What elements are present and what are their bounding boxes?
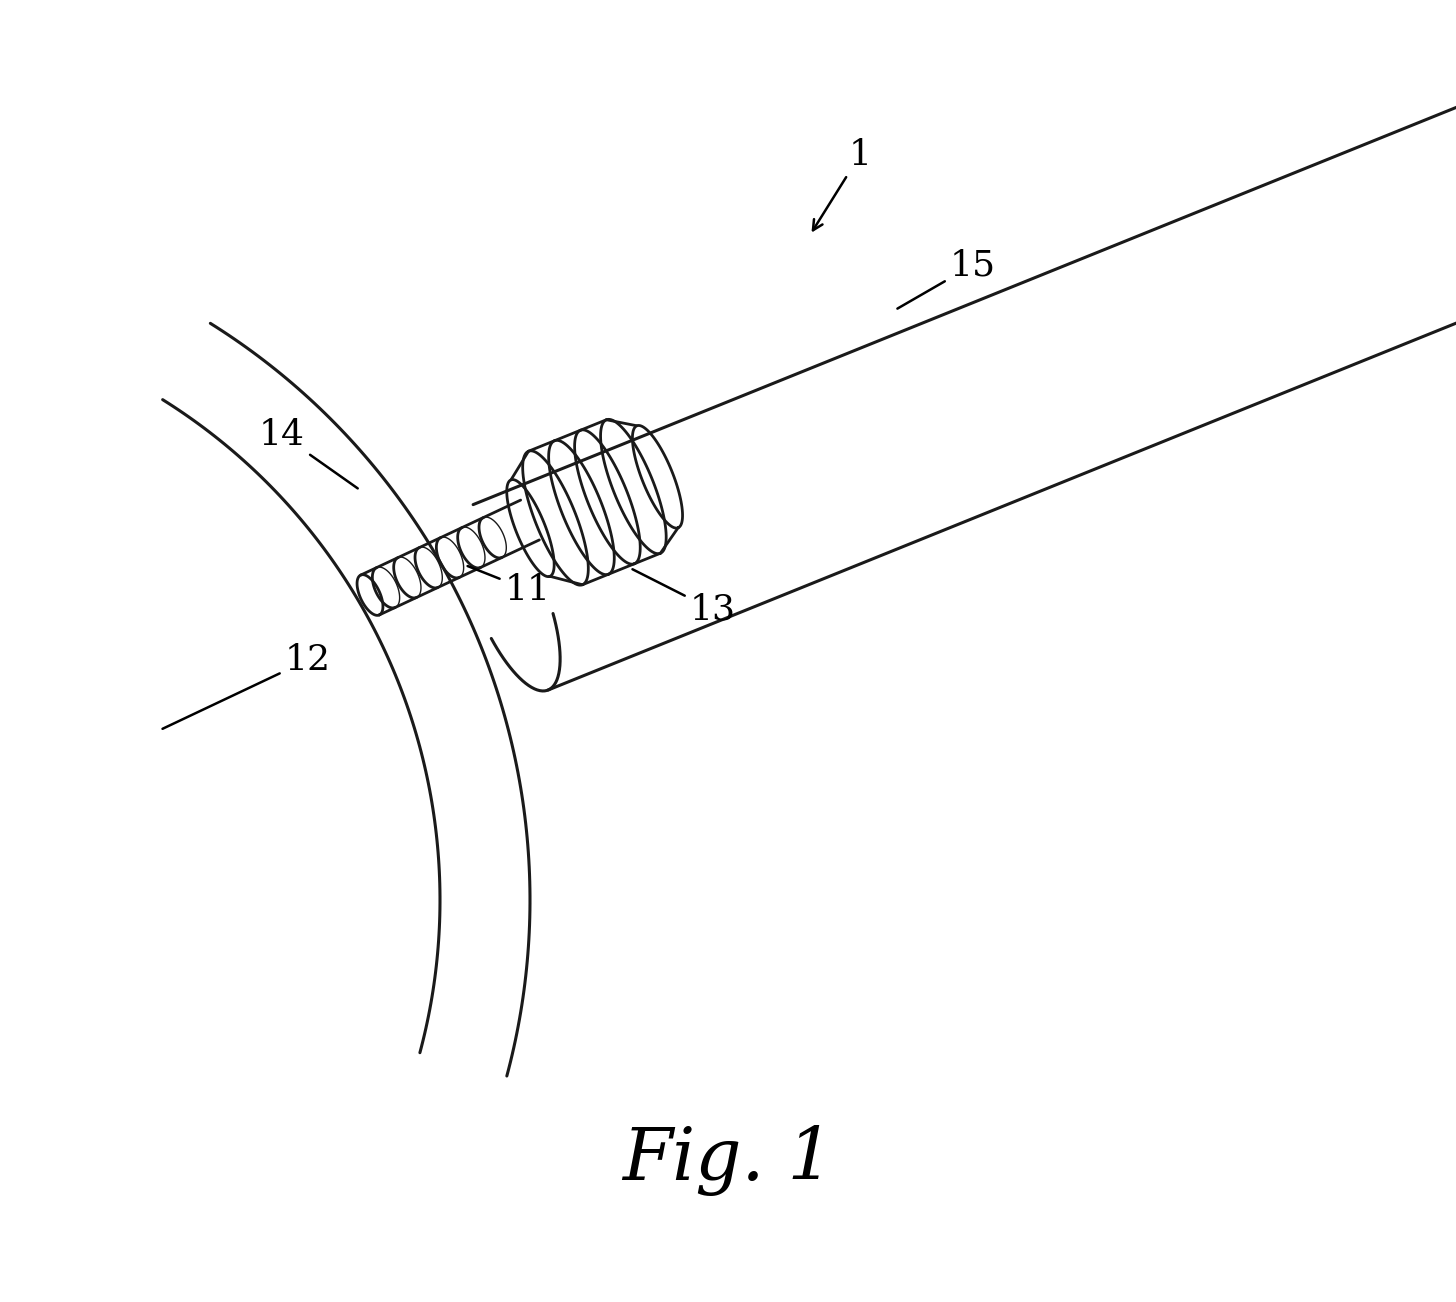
Text: 13: 13 xyxy=(632,569,737,628)
Text: 1: 1 xyxy=(812,138,872,230)
Text: 15: 15 xyxy=(897,247,996,309)
Text: 14: 14 xyxy=(259,418,358,488)
Text: 12: 12 xyxy=(163,643,331,729)
Text: 11: 11 xyxy=(467,566,550,607)
Text: Fig. 1: Fig. 1 xyxy=(622,1125,834,1195)
